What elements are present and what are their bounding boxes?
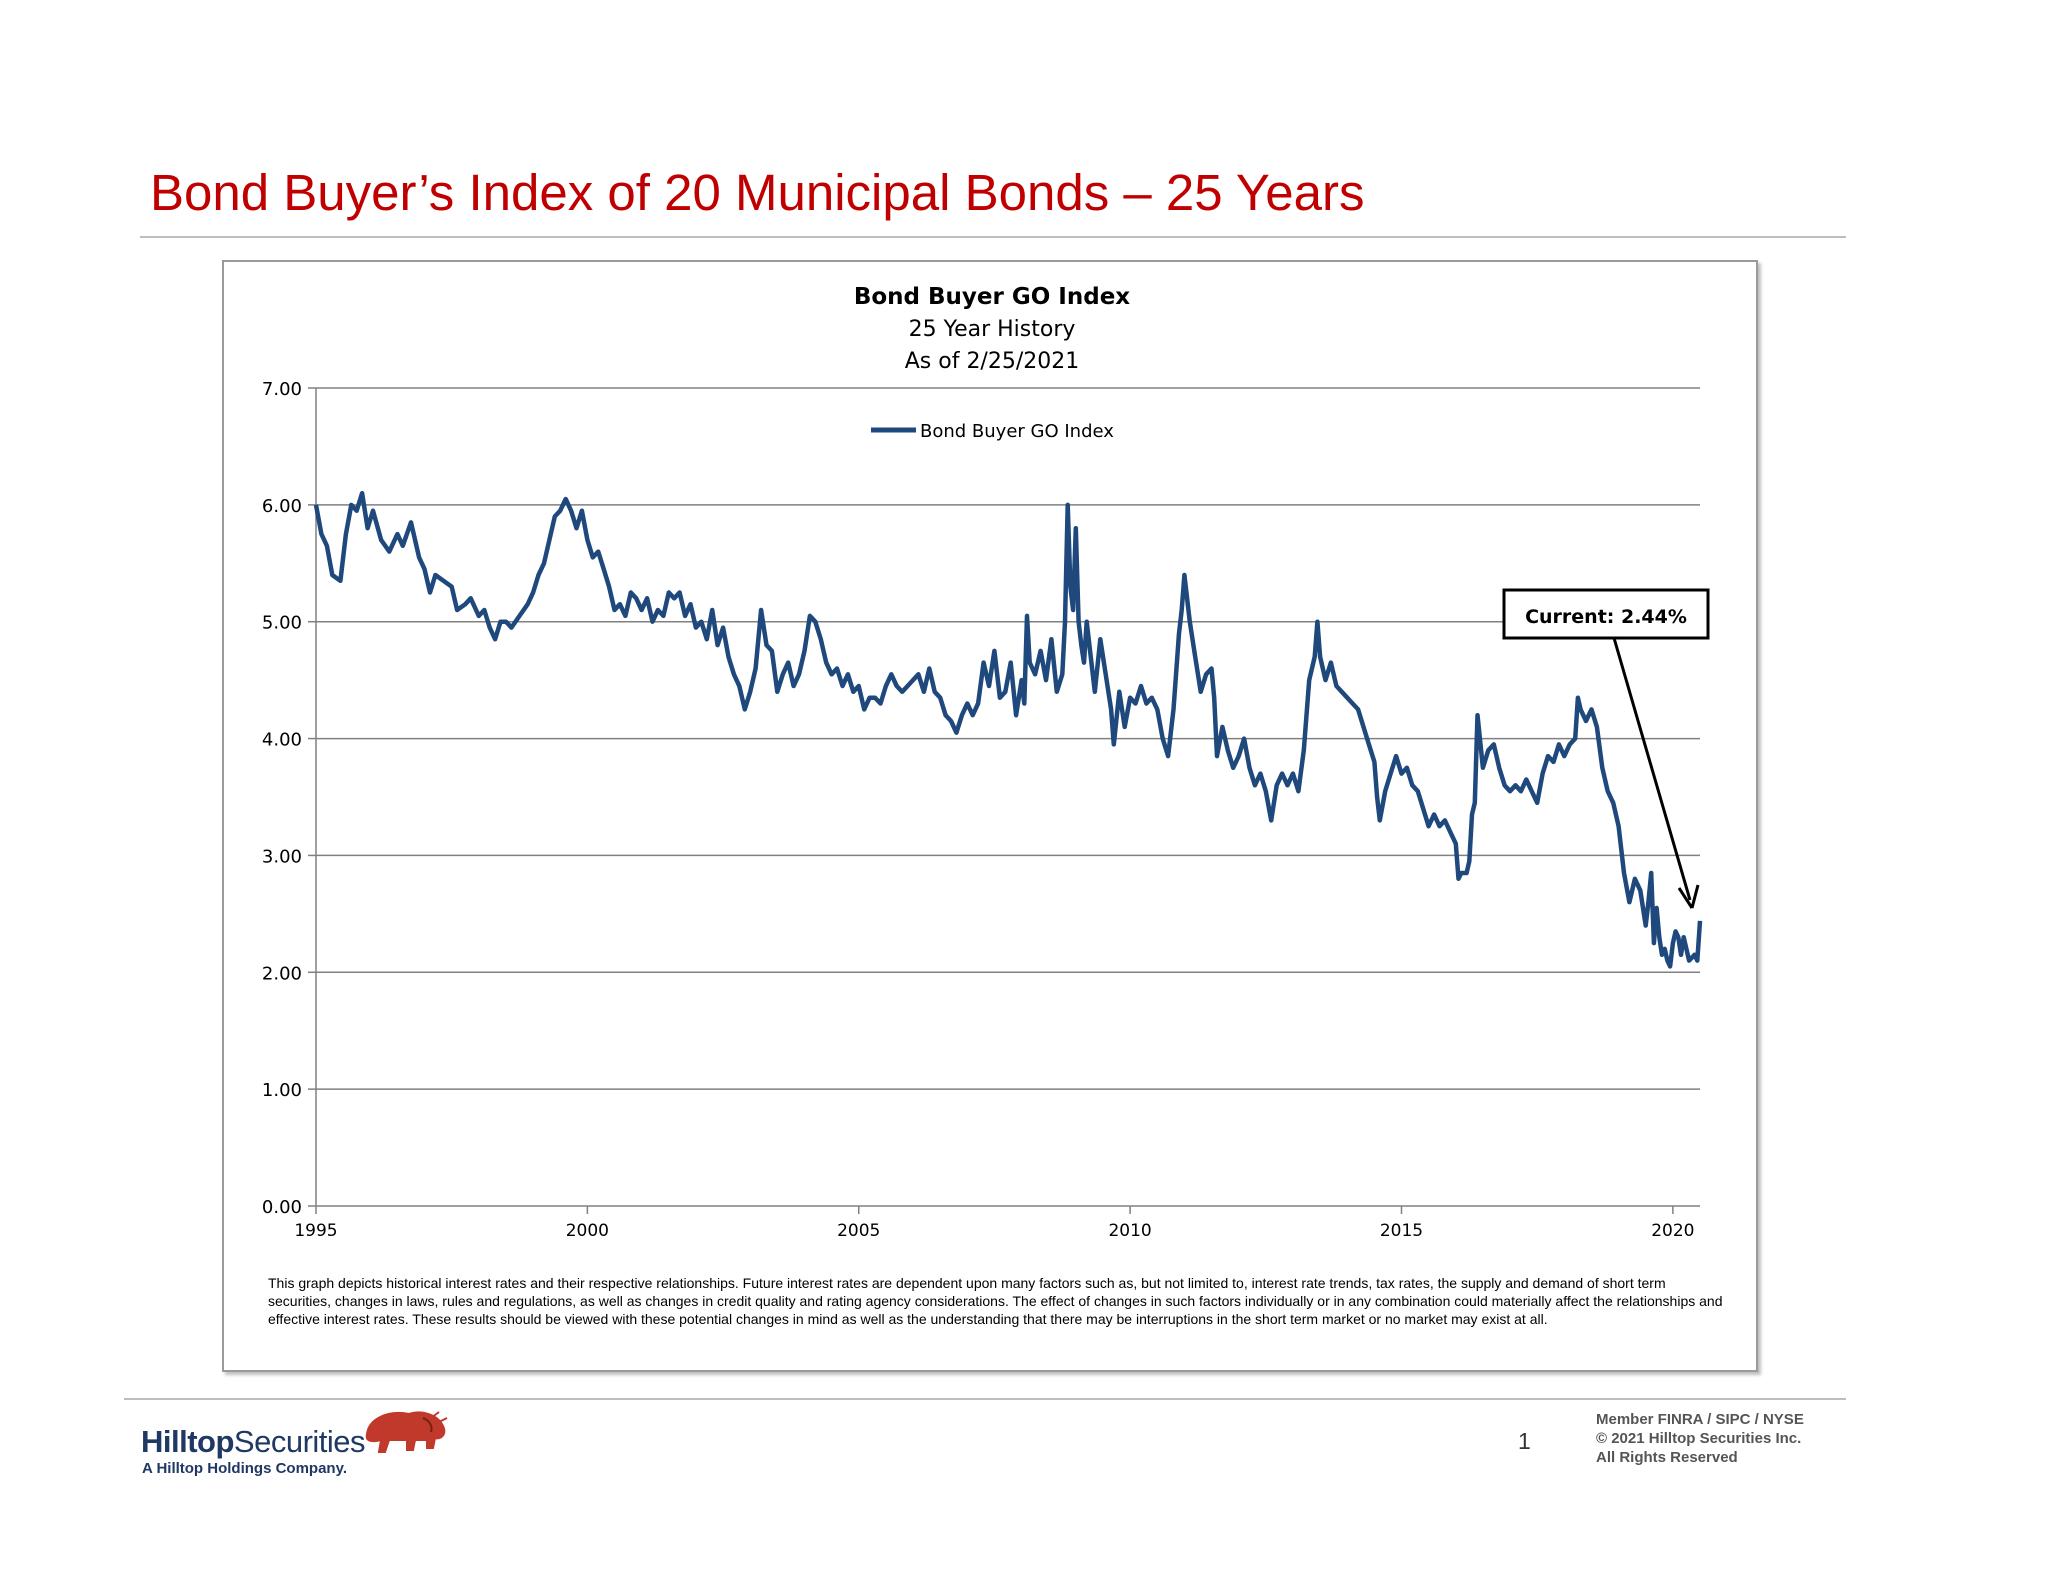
chart-frame: 0.00 1.00 2.00 3.00 4.00 5.00 6.00 7.00 1995 200…	[222, 260, 1758, 1372]
company-logo: HilltopSecurities A Hilltop Holdings Com…	[141, 1400, 461, 1480]
x-tick-labels: 1995 2000 2005 2010 2015 2020	[294, 1221, 1694, 1241]
y-tick-label: 2.00	[262, 963, 302, 984]
footer-divider	[124, 1398, 1846, 1400]
y-tick-label: 4.00	[262, 730, 302, 751]
chart-title: Bond Buyer GO Index	[854, 284, 1130, 310]
logo-wordmark: HilltopSecurities	[141, 1424, 366, 1460]
y-tick-label: 6.00	[262, 496, 302, 517]
x-tick-label: 2000	[566, 1221, 609, 1241]
logo-tagline: A Hilltop Holdings Company.	[142, 1460, 347, 1477]
y-tick-label: 0.00	[262, 1197, 302, 1218]
x-tick-label: 2010	[1108, 1221, 1151, 1241]
callout-arrowhead	[1677, 884, 1700, 909]
chart-svg: 0.00 1.00 2.00 3.00 4.00 5.00 6.00 7.00 1995 200…	[262, 284, 1723, 1327]
x-tick-label: 2015	[1380, 1221, 1423, 1241]
chart-subtitle-line-1: 25 Year History	[909, 317, 1076, 342]
callout-text: Current: 2.44%	[1525, 606, 1687, 628]
chart-subtitle-line-2: As of 2/25/2021	[905, 349, 1080, 374]
legend-label: Bond Buyer GO Index	[920, 421, 1114, 442]
callout-arrow	[1612, 637, 1692, 901]
x-tick-label: 2020	[1651, 1221, 1694, 1241]
y-tick-label: 5.00	[262, 613, 302, 634]
y-tick-labels: 0.00 1.00 2.00 3.00 4.00 5.00 6.00 7.00	[262, 379, 302, 1218]
member-line-1: Member FINRA / SIPC / NYSE	[1596, 1411, 1804, 1428]
chart-disclaimer: This graph depicts historical interest r…	[268, 1275, 1723, 1327]
bison-icon	[365, 1411, 448, 1453]
grid-layer	[308, 387, 1700, 1214]
slide-title: Bond Buyer’s Index of 20 Municipal Bonds…	[150, 164, 1365, 221]
member-info: Member FINRA / SIPC / NYSE © 2021 Hillto…	[1596, 1410, 1804, 1467]
logo-wordmark-part2: Securities	[233, 1424, 366, 1459]
y-tick-label: 7.00	[262, 379, 302, 400]
y-tick-label: 3.00	[262, 846, 302, 867]
member-line-2: © 2021 Hilltop Securities Inc.	[1596, 1430, 1802, 1447]
title-divider	[140, 236, 1846, 238]
member-line-3: All Rights Reserved	[1596, 1449, 1738, 1466]
current-value-callout: Current: 2.44%	[1502, 588, 1710, 909]
y-tick-label: 1.00	[262, 1080, 302, 1101]
x-tick-label: 1995	[294, 1221, 337, 1241]
logo-wordmark-part1: Hilltop	[141, 1424, 234, 1459]
page-number: 1	[1518, 1428, 1531, 1454]
callout-box	[1502, 588, 1710, 640]
x-tick-label: 2005	[837, 1221, 880, 1241]
series-line-bond-buyer-go-index	[313, 490, 1703, 969]
